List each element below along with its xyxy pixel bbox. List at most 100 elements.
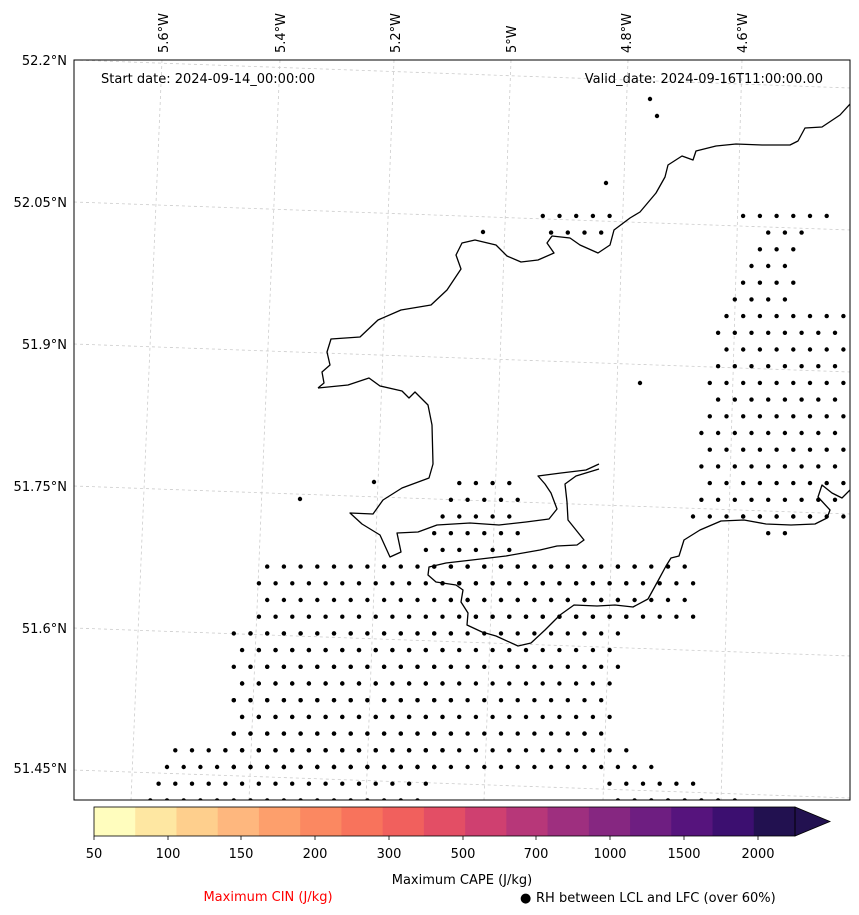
rh-dot — [448, 631, 454, 636]
rh-dot — [323, 647, 328, 653]
rh-dot — [365, 698, 370, 703]
rh-dot — [356, 614, 362, 619]
rh-dot — [841, 347, 846, 352]
rh-dot — [724, 313, 729, 319]
rh-dot — [615, 764, 621, 770]
rh-dot — [565, 698, 570, 703]
rh-dot — [432, 731, 437, 736]
rh-dot — [331, 564, 337, 569]
rh-dot — [774, 247, 779, 252]
rh-dot — [448, 597, 454, 603]
rh-dot — [766, 430, 771, 436]
rh-dot — [340, 714, 345, 720]
rh-dot — [757, 380, 763, 386]
rh-dot — [807, 480, 813, 486]
rh-dot — [841, 447, 846, 452]
rh-dot — [548, 230, 554, 235]
rh-dot — [415, 698, 420, 703]
colorbar-title: Maximum CAPE (J/kg) — [392, 873, 532, 888]
rh-dot — [715, 497, 721, 502]
rh-dot — [749, 297, 754, 302]
rh-dot — [281, 564, 287, 569]
rh-dot — [791, 514, 796, 519]
rh-dot — [824, 447, 829, 452]
colorbar-segment — [753, 807, 796, 836]
rh-dot — [557, 581, 562, 586]
rh-dot — [749, 397, 754, 402]
rh-dot — [465, 698, 470, 703]
rh-dot — [482, 731, 487, 736]
rh-dot — [565, 764, 570, 770]
rh-dot — [214, 764, 220, 770]
rh-dot — [290, 714, 295, 720]
rh-dot — [690, 514, 696, 519]
rh-dot — [265, 597, 270, 603]
rh-dot — [457, 581, 462, 586]
rh-dot — [548, 698, 554, 703]
rh-dot — [824, 347, 829, 352]
rh-dot — [398, 631, 403, 636]
cin-legend-label: Maximum CIN (J/kg) — [203, 890, 332, 905]
colorbar-segment — [341, 807, 384, 836]
rh-dot — [515, 497, 520, 502]
rh-dot — [766, 297, 771, 302]
rh-dot — [640, 781, 646, 786]
rh-dot — [732, 397, 737, 402]
rh-dot — [356, 647, 362, 653]
rh-dot — [732, 497, 737, 502]
rh-dot — [507, 748, 512, 753]
rh-dot — [340, 748, 345, 753]
rh-dot — [582, 631, 587, 636]
rh-dot — [507, 480, 512, 486]
rh-dot — [381, 564, 387, 569]
rh-dot — [615, 664, 621, 669]
rh-dot — [766, 497, 771, 502]
rh-dot — [356, 581, 362, 586]
rh-dot — [740, 514, 746, 519]
rh-dot — [548, 631, 554, 636]
colorbar-tick-label: 2000 — [741, 847, 774, 862]
rh-dot — [331, 631, 337, 636]
rh-dot — [398, 564, 403, 569]
rh-dot — [406, 714, 412, 720]
rh-dot — [557, 213, 562, 219]
rh-dot — [774, 313, 779, 319]
rh-dot — [423, 714, 428, 720]
rh-dot — [189, 748, 195, 753]
rh-dot — [398, 597, 403, 603]
rh-dot — [782, 497, 788, 502]
rh-dot — [482, 497, 487, 502]
rh-dot — [590, 748, 596, 753]
colorbar-segment — [712, 807, 755, 836]
rh-dot — [590, 581, 596, 586]
rh-legend-symbol: ● — [520, 891, 531, 906]
rh-dot — [515, 764, 520, 770]
rh-dot — [523, 614, 529, 619]
rh-dot — [707, 380, 712, 386]
rh-dot — [298, 597, 303, 603]
rh-dot — [340, 614, 345, 619]
rh-dot — [315, 631, 320, 636]
rh-dot — [607, 647, 612, 653]
colorbar-tick-label: 150 — [229, 847, 254, 862]
rh-dot — [507, 581, 512, 586]
rh-dot — [715, 464, 721, 469]
rh-dot — [365, 731, 370, 736]
rh-dot — [390, 614, 395, 619]
rh-dot — [632, 564, 637, 569]
rh-dot — [774, 380, 779, 386]
rh-dot — [599, 731, 604, 736]
rh-dot — [156, 781, 161, 786]
rh-dot — [599, 631, 604, 636]
rh-dot — [799, 497, 804, 502]
rh-dot — [774, 213, 779, 219]
rh-dot — [457, 614, 462, 619]
rh-dot — [841, 313, 846, 319]
colorbar-tick-label: 1000 — [593, 847, 626, 862]
lat-label: 51.45°N — [14, 762, 67, 777]
rh-dot — [381, 764, 387, 770]
rh-dot — [490, 547, 495, 553]
rh-dot — [473, 647, 479, 653]
rh-dot — [432, 664, 437, 669]
